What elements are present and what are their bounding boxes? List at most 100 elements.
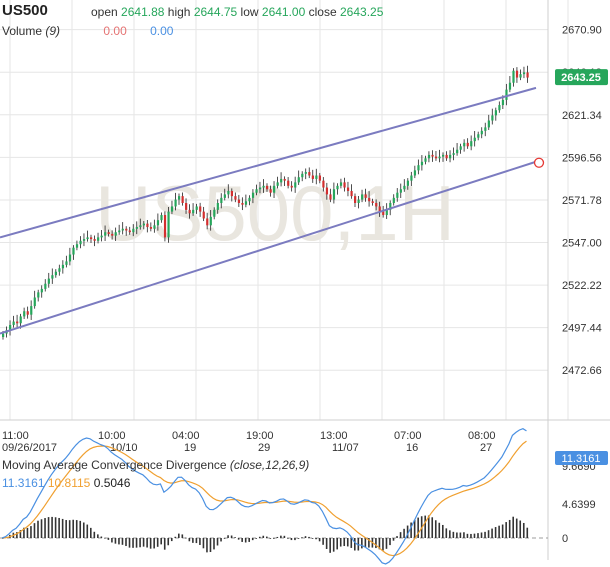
macd-histogram-bar — [368, 538, 370, 548]
macd-histogram-bar — [128, 538, 131, 548]
macd-histogram-bar — [304, 536, 307, 538]
candle-body — [336, 185, 339, 190]
candle-body — [47, 278, 50, 284]
macd-legend[interactable]: Moving Average Convergence Divergence (c… — [2, 458, 309, 472]
candle-body — [58, 268, 61, 272]
candle-body — [403, 185, 406, 190]
volume-legend[interactable]: Volume (9) 0.00 0.00 — [2, 24, 173, 38]
candle-body — [512, 70, 515, 83]
macd-histogram-bar — [290, 538, 293, 541]
macd-histogram-bar — [410, 522, 412, 538]
macd-histogram-bar — [389, 538, 391, 546]
candle-body — [420, 161, 424, 166]
macd-histogram-bar — [230, 535, 233, 538]
macd-histogram-bar — [329, 538, 331, 553]
macd-histogram-bar — [392, 538, 395, 541]
time-tick-label: 19:00 — [246, 430, 274, 442]
price-axis: 2670.902646.122621.342596.562571.782547.… — [555, 25, 608, 377]
legend-header: US500 — [2, 2, 48, 19]
macd-histogram-bar — [287, 537, 289, 539]
candle-body — [424, 158, 427, 162]
candle-body — [484, 127, 487, 131]
candle-body — [315, 175, 318, 179]
macd-histogram-bar — [491, 528, 493, 538]
time-tick-label: 08:00 — [468, 430, 496, 442]
macd-histogram-bar — [54, 517, 57, 538]
candle-body — [371, 201, 374, 203]
candle-body — [273, 185, 276, 193]
candle-body — [65, 261, 68, 265]
time-tick-date: 19 — [184, 442, 196, 454]
macd-histogram-bar — [498, 525, 500, 538]
macd-histogram-bar — [104, 537, 106, 539]
candle-body — [61, 264, 65, 269]
macd-histogram-bar — [135, 538, 138, 548]
candle-body — [526, 72, 529, 78]
macd-histogram-bar — [170, 538, 173, 542]
candle-body — [301, 173, 304, 178]
candle-body — [487, 120, 490, 128]
candle-body — [26, 311, 29, 315]
candle-body — [227, 190, 230, 195]
candle-body — [114, 232, 117, 236]
candle-body — [213, 209, 216, 217]
macd-histogram-bar — [33, 523, 36, 538]
macd-histogram-bar — [251, 538, 254, 541]
macd-histogram-bar — [332, 538, 335, 552]
macd-histogram-bar — [385, 538, 388, 549]
current-price-label: 2643.25 — [561, 72, 601, 84]
candle-body — [181, 196, 184, 203]
symbol-name[interactable]: US500 — [2, 2, 48, 19]
macd-histogram-bar — [248, 538, 250, 542]
candle-body — [107, 232, 110, 234]
candle-body — [33, 297, 36, 307]
macd-histogram-bar — [86, 524, 89, 538]
candle-body — [364, 194, 367, 198]
time-tick-date: 10/10 — [110, 442, 138, 454]
time-tick-label: 04:00 — [172, 430, 200, 442]
candle-body — [104, 232, 107, 236]
macd-histogram-bar — [519, 520, 522, 538]
macd-histogram-value: 0.5046 — [93, 476, 131, 490]
candle-body — [396, 192, 399, 198]
macd-histogram-bar — [100, 536, 103, 538]
macd-histogram-bar — [477, 533, 479, 538]
candle-body — [304, 172, 307, 174]
chart-watermark: US500,1H — [95, 169, 455, 257]
macd-histogram-bar — [72, 519, 74, 538]
candle-body — [79, 240, 82, 245]
macd-histogram-bar — [508, 519, 511, 538]
candlestick-series — [2, 65, 529, 340]
macd-histogram-bar — [354, 538, 356, 551]
macd-histogram-bar — [153, 538, 155, 549]
macd-histogram-bar — [378, 538, 381, 550]
macd-histogram-bar — [301, 537, 303, 539]
macd-histogram-bar — [185, 537, 187, 539]
macd-histogram-bar — [195, 538, 198, 544]
candle-body — [276, 182, 279, 186]
candle-body — [9, 324, 12, 331]
macd-histogram-bar — [403, 528, 405, 538]
candle-body — [375, 203, 378, 207]
candle-body — [16, 321, 19, 324]
macd-histogram-bar — [480, 532, 483, 538]
candle-body — [234, 196, 237, 200]
price-tick-label: 2497.44 — [562, 323, 602, 335]
macd-histogram-bar — [494, 527, 497, 538]
macd-histogram-bar — [26, 527, 29, 538]
macd-pane — [0, 428, 548, 565]
candle-body — [237, 199, 241, 203]
candle-body — [216, 203, 219, 210]
candle-body — [392, 197, 395, 203]
candle-body — [44, 283, 47, 289]
candle-body — [294, 182, 297, 188]
candle-body — [54, 271, 57, 276]
macd-histogram-bar — [276, 536, 279, 538]
candle-body — [452, 153, 455, 155]
trend-channel[interactable] — [0, 86, 545, 335]
macd-histogram-bar — [209, 538, 212, 553]
high-value: 2644.75 — [193, 5, 238, 19]
macd-histogram-bar — [121, 538, 124, 545]
candle-body — [417, 165, 420, 171]
